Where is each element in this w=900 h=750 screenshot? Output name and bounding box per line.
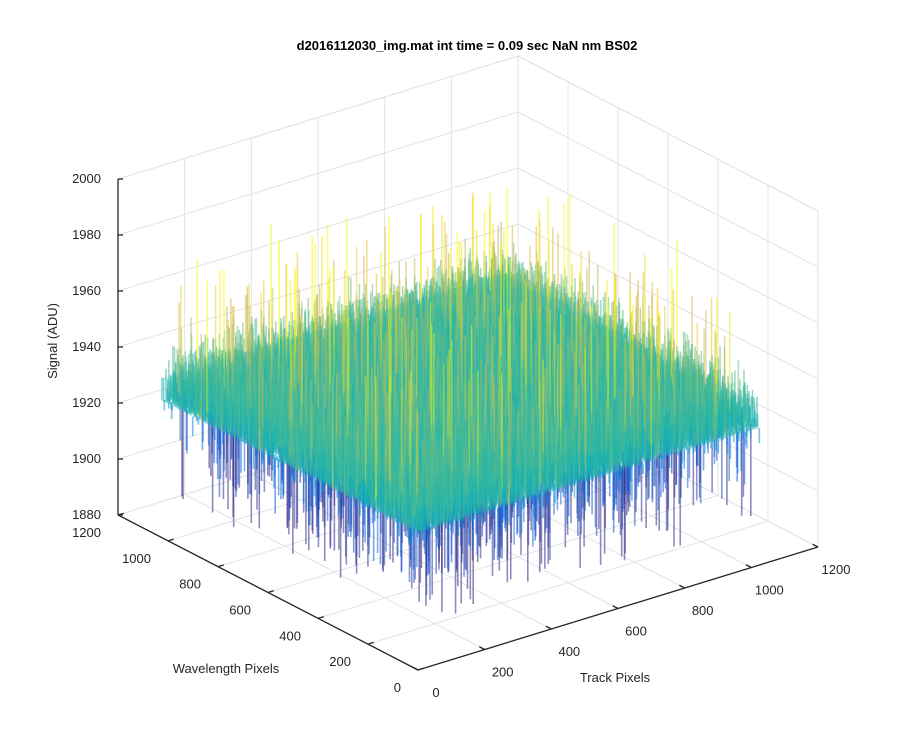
grid-line-z-back: [117, 223, 519, 348]
surface-plot: [161, 187, 761, 614]
grid-line-z-back: [117, 111, 519, 236]
grid-line-z-right: [517, 167, 819, 324]
box-edge: [117, 55, 519, 180]
grid-line-z-back: [117, 167, 519, 292]
box-edge: [517, 55, 819, 212]
grid-line-z-right: [517, 111, 819, 268]
grid-line-y-floor: [367, 520, 769, 645]
grid-line-y-floor: [317, 494, 719, 619]
grid-line-z-right: [517, 223, 819, 380]
